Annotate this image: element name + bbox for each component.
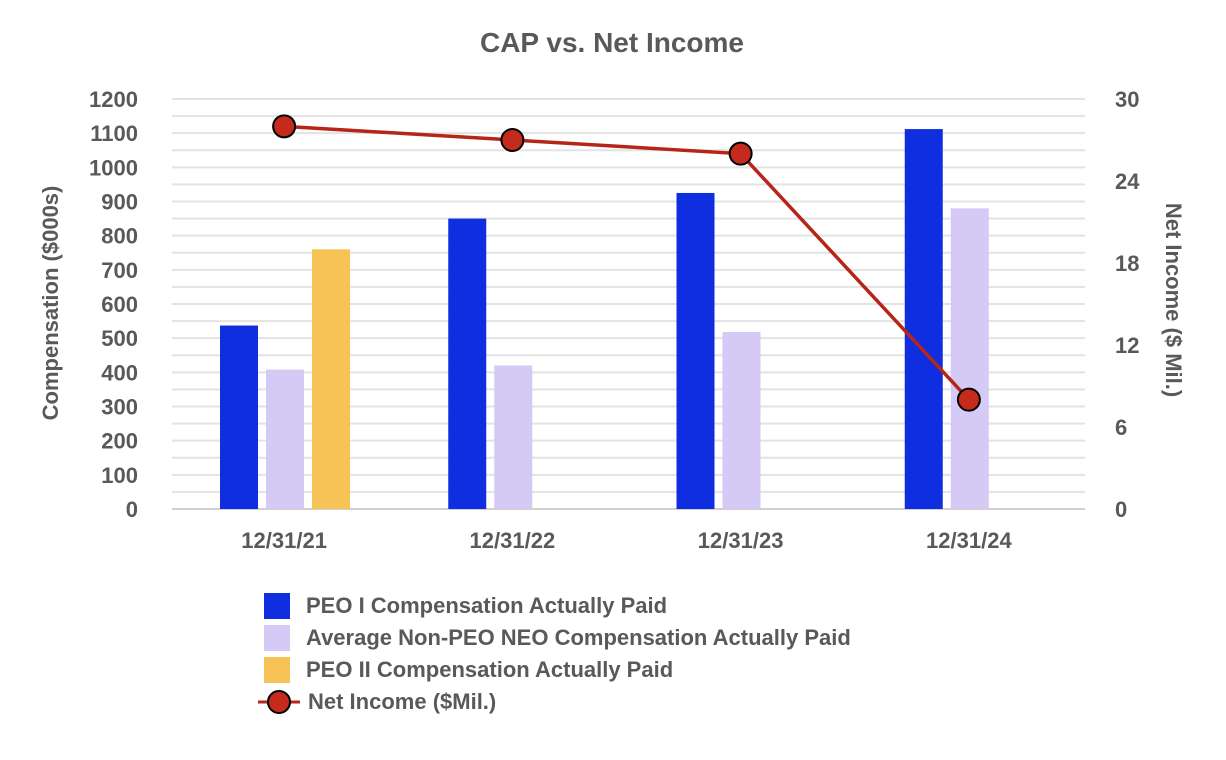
y-tick-label: 1000 [89,155,138,180]
legend-swatch-peo-i [264,593,290,619]
legend-label-peo-ii: PEO II Compensation Actually Paid [306,657,674,682]
legend-label-peo-i: PEO I Compensation Actually Paid [306,593,668,618]
y-tick-label: 600 [101,292,138,317]
legend-item-non-peo: Average Non-PEO NEO Compensation Actuall… [258,622,851,654]
bar-non-peo [494,365,533,509]
legend-label-non-peo: Average Non-PEO NEO Compensation Actuall… [306,625,851,650]
net-income-point [956,387,981,412]
bar-peo-i [904,129,943,510]
y2-tick-label: 18 [1115,251,1139,276]
net-income-point [272,114,297,139]
bar-non-peo [266,369,304,509]
net-income-point [728,141,753,166]
legend-swatch-non-peo [264,625,290,651]
x-axis-categories: 12/31/21 12/31/22 12/31/23 12/31/24 [241,528,1012,553]
legend-label-net-income: Net Income ($Mil.) [308,689,497,714]
net-income-line-group [272,114,981,412]
y-tick-label: 800 [101,224,138,249]
x-category-label: 12/31/22 [470,528,556,553]
y-axis-ticks: 0 100 200 300 400 500 600 700 800 900 1000 1100 1200 [89,87,138,522]
y-tick-label: 1200 [89,87,138,112]
x-category-label: 12/31/23 [698,528,784,553]
y-tick-label: 0 [126,497,138,522]
legend-line-icon [258,690,300,714]
y-tick-label: 1100 [90,121,138,146]
x-category-label: 12/31/21 [241,528,327,553]
y-tick-label: 300 [101,395,138,420]
y-tick-label: 400 [101,360,138,385]
bar-peo-ii [312,249,350,510]
y2-tick-label: 24 [1115,169,1140,194]
bar-peo-i [220,325,258,509]
y2-axis-label: Net Income ($ Mil.) [1161,203,1186,397]
y-axis-label: Compensation ($000s) [38,186,63,421]
y-tick-label: 100 [101,463,138,488]
net-income-point [500,128,525,152]
gridlines [172,98,1085,510]
y2-tick-label: 30 [1115,87,1139,112]
bar-non-peo [950,208,989,510]
bar-peo-i [676,192,715,510]
y2-axis-ticks: 0 6 12 18 24 30 [1115,87,1140,522]
legend-item-net-income: Net Income ($Mil.) [258,686,851,718]
y-tick-label: 200 [101,429,138,454]
x-category-label: 12/31/24 [926,528,1012,553]
bar-peo-i [448,218,487,510]
legend-item-peo-ii: PEO II Compensation Actually Paid [258,654,851,686]
legend-swatch-peo-ii [264,657,290,683]
y2-tick-label: 6 [1115,415,1127,440]
y-tick-label: 900 [101,190,138,215]
legend-item-peo-i: PEO I Compensation Actually Paid [258,590,851,622]
y-tick-label: 700 [101,258,138,283]
bar-non-peo [722,332,761,509]
y-tick-label: 500 [101,326,138,351]
chart-title: CAP vs. Net Income [480,27,744,58]
net-income-line [284,124,971,401]
y2-tick-label: 0 [1115,497,1127,522]
bars [220,129,989,510]
y2-tick-label: 12 [1115,333,1139,358]
legend: PEO I Compensation Actually Paid Average… [258,590,851,718]
